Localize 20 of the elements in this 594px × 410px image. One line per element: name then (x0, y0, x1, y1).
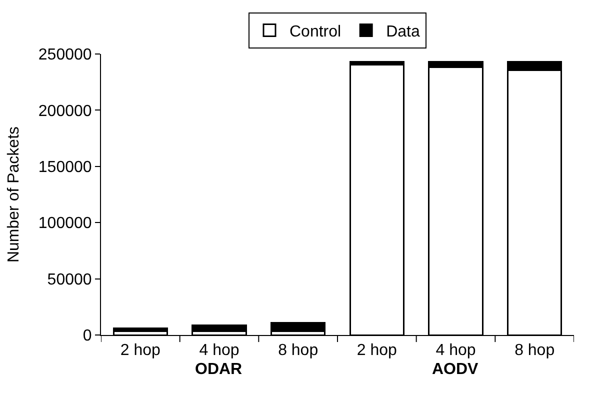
text: ODAR (195, 361, 243, 378)
bar (192, 324, 247, 332)
y-tick-label: 100000 (38, 215, 92, 232)
x-tick-label: 2 hop (356, 342, 398, 360)
x-tick-label: 4 hop (199, 342, 240, 360)
bar (270, 322, 326, 332)
x-tick-label: 8 hop (278, 342, 318, 360)
y-tick-label: 0 (82, 328, 92, 345)
x-tick-label: 2 hop (120, 342, 161, 360)
y-axis-title: Number of Packets (5, 126, 22, 263)
bar (112, 328, 168, 332)
legend-label: Control (290, 24, 342, 41)
legend-label: Data (386, 24, 420, 41)
text: AODV (432, 361, 479, 378)
y-tick-label: 50000 (47, 271, 92, 288)
y-tick-label: 200000 (38, 102, 92, 120)
y-tick-label: 150000 (38, 159, 92, 176)
y-tick-label: 250000 (38, 46, 92, 64)
x-tick-label: 4 hop (436, 342, 476, 360)
x-tick-label: 8 hop (514, 342, 555, 360)
